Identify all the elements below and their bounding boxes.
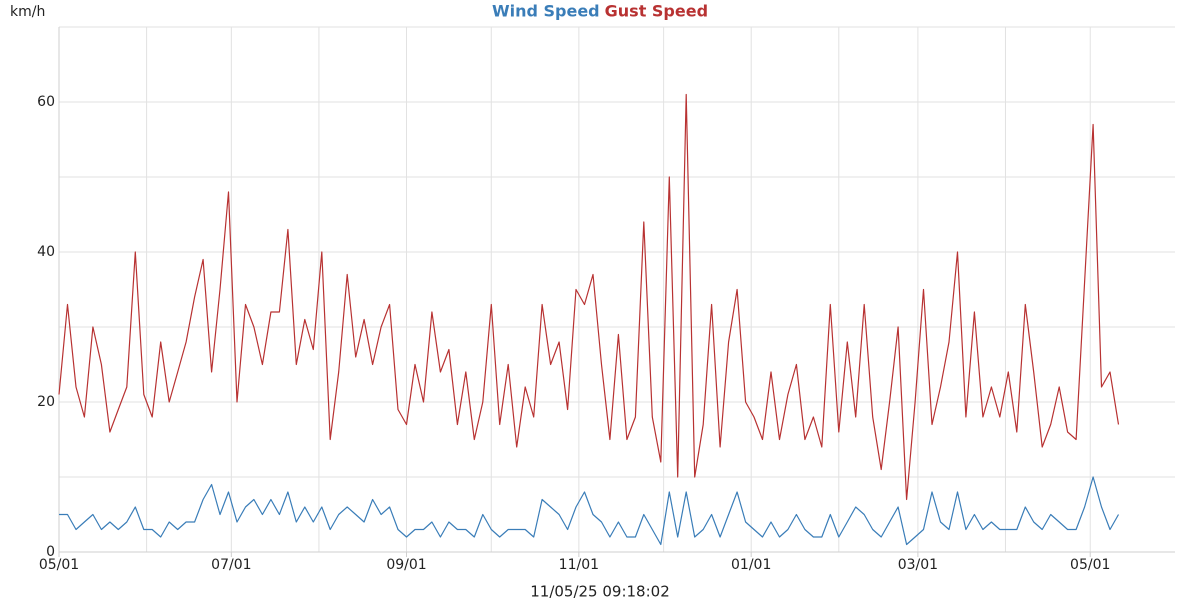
y-axis-unit: km/h (10, 4, 45, 20)
x-tick-label: 01/01 (731, 557, 771, 573)
x-tick-label: 11/01 (559, 557, 599, 573)
y-tick-label: 0 (46, 544, 55, 560)
y-tick-label: 40 (37, 244, 55, 260)
series-line (58, 93, 1120, 501)
x-tick-label: 07/01 (211, 557, 251, 573)
legend-entry: Gust Speed (605, 2, 708, 21)
timestamp: 11/05/25 09:18:02 (530, 583, 670, 600)
y-tick-label: 20 (37, 394, 55, 410)
y-tick-label: 60 (37, 94, 55, 110)
x-tick-label: 09/01 (386, 557, 426, 573)
x-tick-label: 03/01 (898, 557, 938, 573)
series-line (59, 476, 1120, 546)
x-tick-label: 05/01 (39, 557, 79, 573)
x-tick-label: 05/01 (1070, 557, 1110, 573)
legend-entry: Wind Speed (492, 2, 600, 21)
